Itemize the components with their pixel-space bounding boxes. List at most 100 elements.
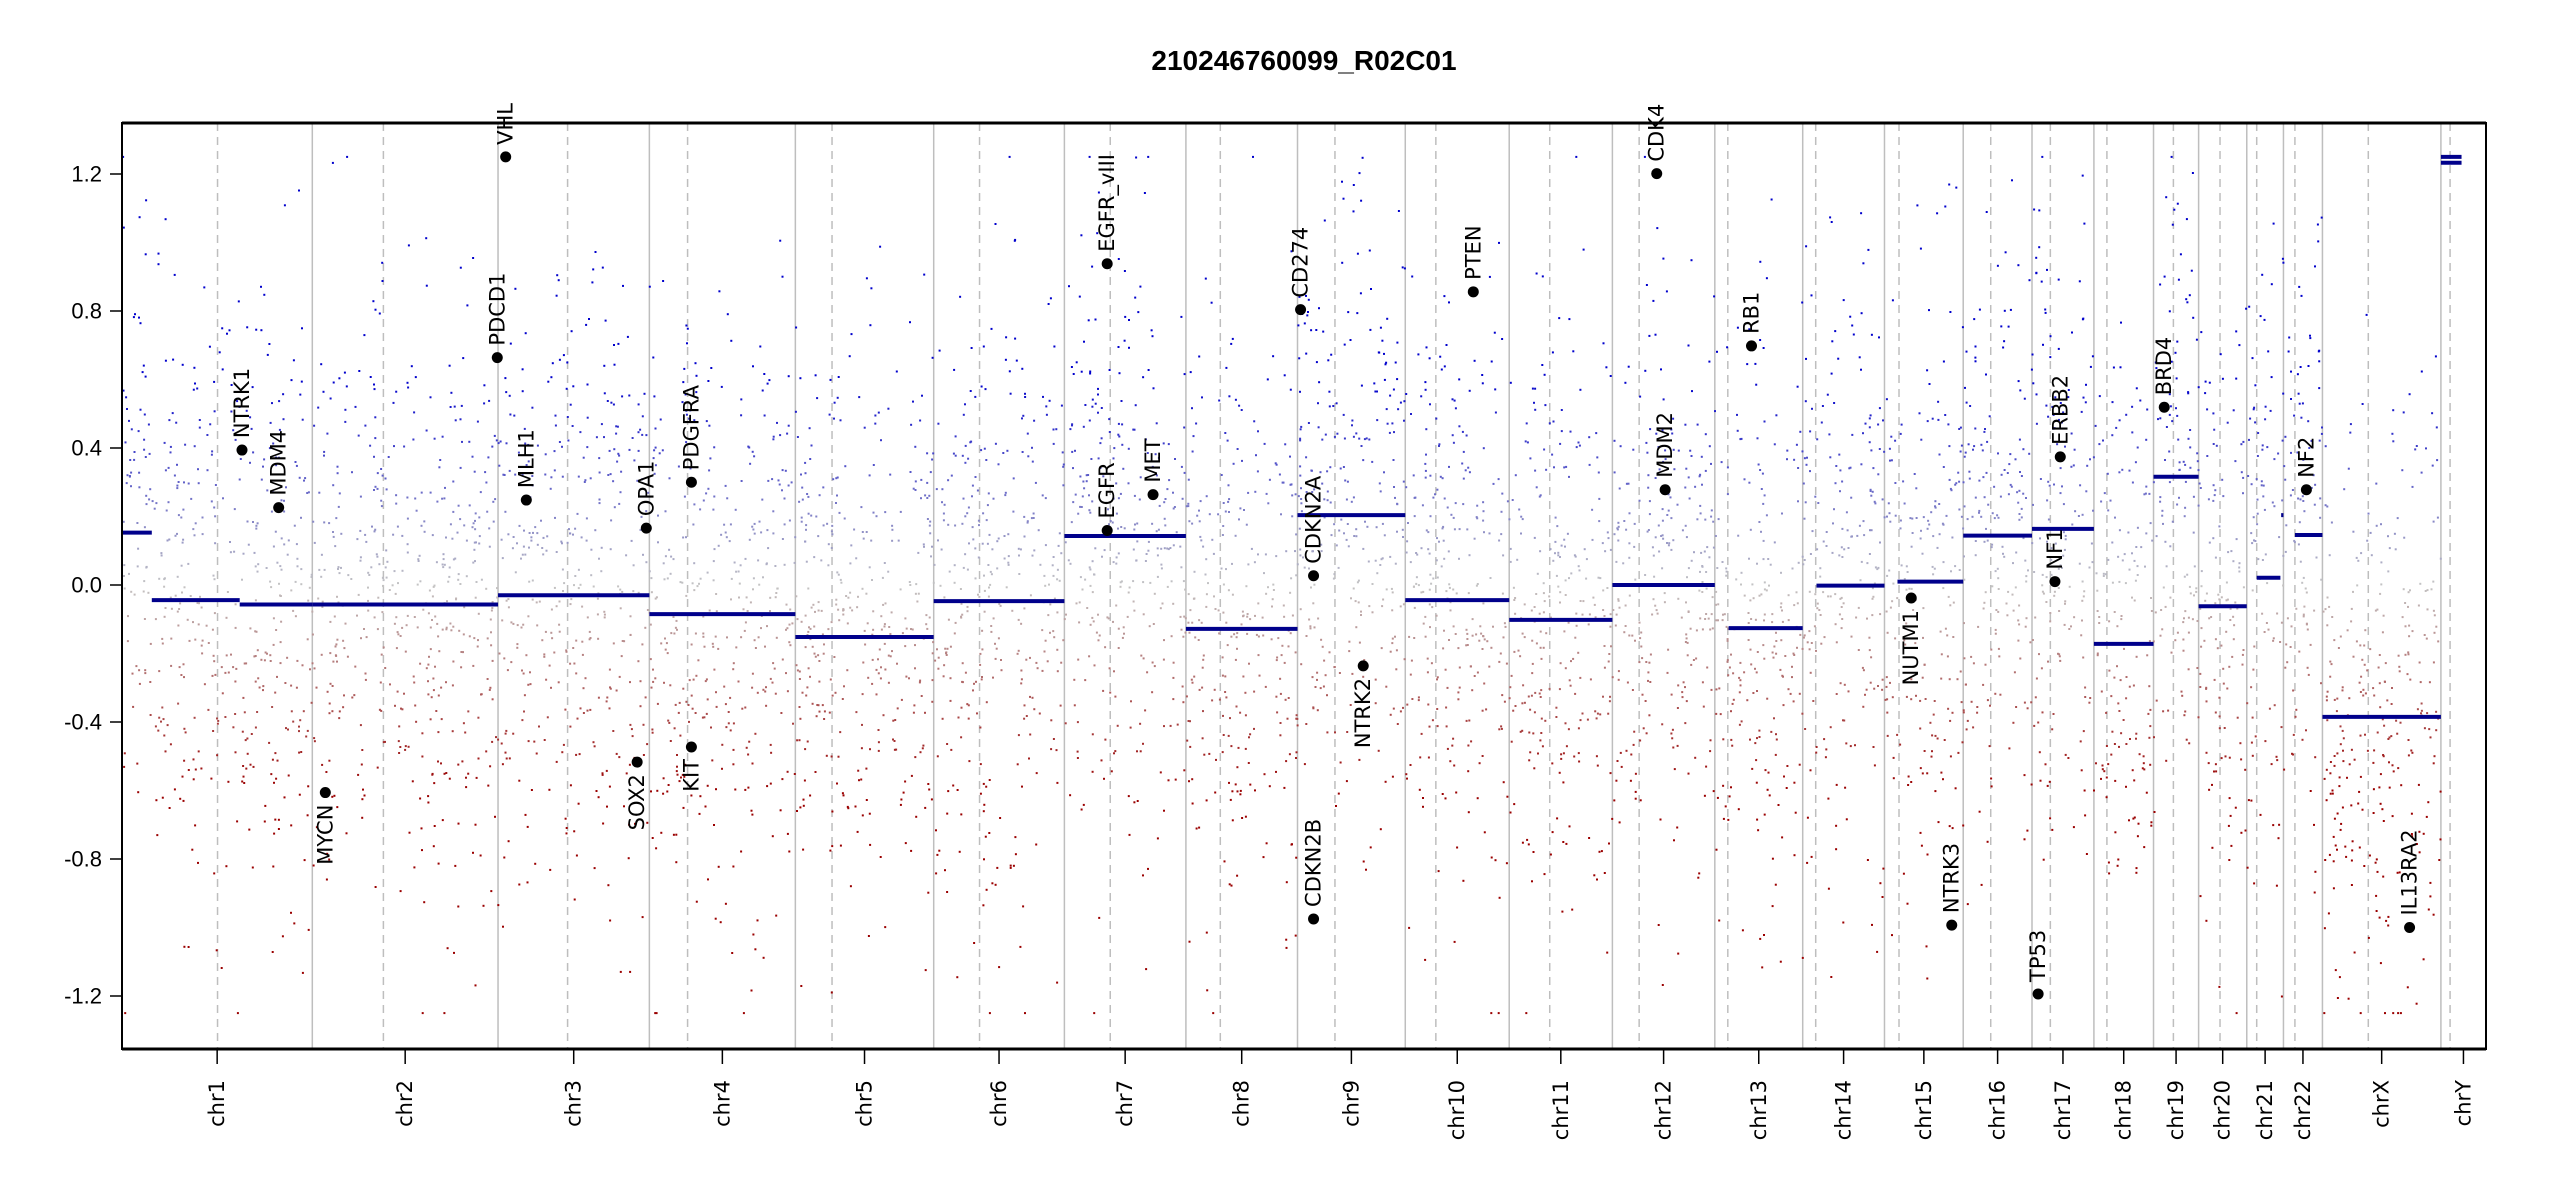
- probe-point: [1527, 843, 1530, 846]
- probe-point: [1718, 687, 1721, 690]
- probe-point: [2026, 707, 2029, 710]
- probe-point: [1768, 584, 1770, 587]
- probe-point: [1056, 981, 1059, 984]
- probe-point: [1417, 353, 1420, 356]
- probe-point: [401, 626, 404, 629]
- probe-point: [1991, 585, 1994, 588]
- probe-point: [404, 745, 407, 748]
- probe-point: [271, 706, 274, 708]
- probe-point: [1972, 726, 1975, 729]
- probe-point: [798, 500, 801, 503]
- probe-point: [1097, 613, 1099, 616]
- probe-point: [751, 762, 754, 765]
- probe-point: [421, 732, 424, 735]
- probe-point: [1295, 751, 1298, 754]
- probe-point: [2056, 443, 2059, 446]
- probe-point: [2057, 567, 2060, 570]
- probe-point: [1997, 610, 2000, 613]
- probe-point: [1121, 636, 1124, 639]
- probe-point: [1559, 442, 1562, 445]
- probe-point: [445, 772, 448, 774]
- probe-point: [276, 675, 278, 678]
- probe-point: [1946, 655, 1949, 658]
- probe-point: [1695, 629, 1698, 632]
- probe-point: [730, 339, 733, 342]
- probe-point: [1189, 371, 1192, 374]
- probe-point: [946, 647, 949, 650]
- probe-point: [739, 564, 742, 567]
- probe-point: [436, 500, 439, 503]
- probe-point: [626, 335, 629, 338]
- probe-point: [1848, 467, 1851, 470]
- probe-point: [1020, 669, 1023, 672]
- probe-point: [1213, 595, 1215, 598]
- probe-point: [1959, 670, 1962, 673]
- probe-point: [1533, 401, 1535, 404]
- probe-point: [1558, 771, 1561, 774]
- probe-point: [1262, 634, 1265, 637]
- probe-point: [1172, 602, 1175, 605]
- probe-point: [531, 579, 534, 582]
- probe-point: [1726, 346, 1729, 349]
- probe-point: [704, 805, 707, 808]
- probe-point: [1443, 557, 1446, 560]
- probe-point: [818, 710, 821, 713]
- probe-point: [1870, 529, 1873, 532]
- probe-point: [1954, 483, 1957, 486]
- probe-point: [1180, 315, 1183, 318]
- probe-point: [1225, 366, 1228, 369]
- probe-point: [2035, 271, 2038, 274]
- probe-point: [972, 538, 975, 541]
- probe-point: [227, 780, 230, 783]
- probe-point: [865, 531, 868, 533]
- probe-point: [879, 677, 882, 680]
- probe-point: [2068, 628, 2071, 630]
- probe-point: [491, 698, 494, 701]
- probe-point: [187, 562, 190, 565]
- probe-point: [1865, 688, 1868, 691]
- probe-point: [1213, 688, 1216, 691]
- probe-point: [613, 506, 616, 509]
- probe-point: [800, 473, 802, 476]
- probe-point: [1041, 494, 1044, 497]
- probe-point: [2030, 783, 2033, 786]
- probe-point: [842, 613, 845, 616]
- probe-point: [1690, 259, 1693, 262]
- probe-point: [1758, 521, 1761, 523]
- probe-point: [1835, 848, 1838, 851]
- probe-point: [2019, 471, 2021, 473]
- probe-point: [1265, 492, 1268, 495]
- probe-point: [1871, 587, 1874, 590]
- probe-point: [2025, 575, 2028, 578]
- probe-point: [1822, 540, 1825, 543]
- probe-point: [821, 633, 824, 636]
- probe-point: [1153, 665, 1156, 668]
- probe-point: [236, 400, 239, 403]
- probe-point: [1559, 662, 1562, 665]
- probe-point: [796, 436, 799, 438]
- probe-point: [1399, 605, 1402, 608]
- probe-point: [585, 517, 588, 520]
- probe-point: [1099, 442, 1102, 445]
- probe-point: [1021, 451, 1024, 453]
- probe-point: [1916, 204, 1919, 207]
- probe-point: [623, 805, 625, 808]
- probe-point: [1305, 456, 1308, 459]
- probe-point: [523, 427, 526, 430]
- probe-point: [717, 544, 720, 547]
- probe-point: [810, 514, 813, 517]
- probe-point: [752, 365, 754, 368]
- probe-point: [134, 313, 136, 316]
- probe-point: [138, 471, 141, 474]
- probe-point: [1360, 614, 1362, 616]
- probe-point: [740, 480, 743, 482]
- probe-point: [649, 623, 652, 626]
- probe-point: [1672, 746, 1675, 749]
- probe-point: [1088, 509, 1091, 512]
- probe-point: [1305, 723, 1308, 725]
- probe-point: [1947, 707, 1950, 710]
- probe-point: [1271, 605, 1273, 608]
- probe-point: [1905, 622, 1908, 625]
- probe-point: [689, 409, 692, 412]
- probe-point: [660, 642, 663, 645]
